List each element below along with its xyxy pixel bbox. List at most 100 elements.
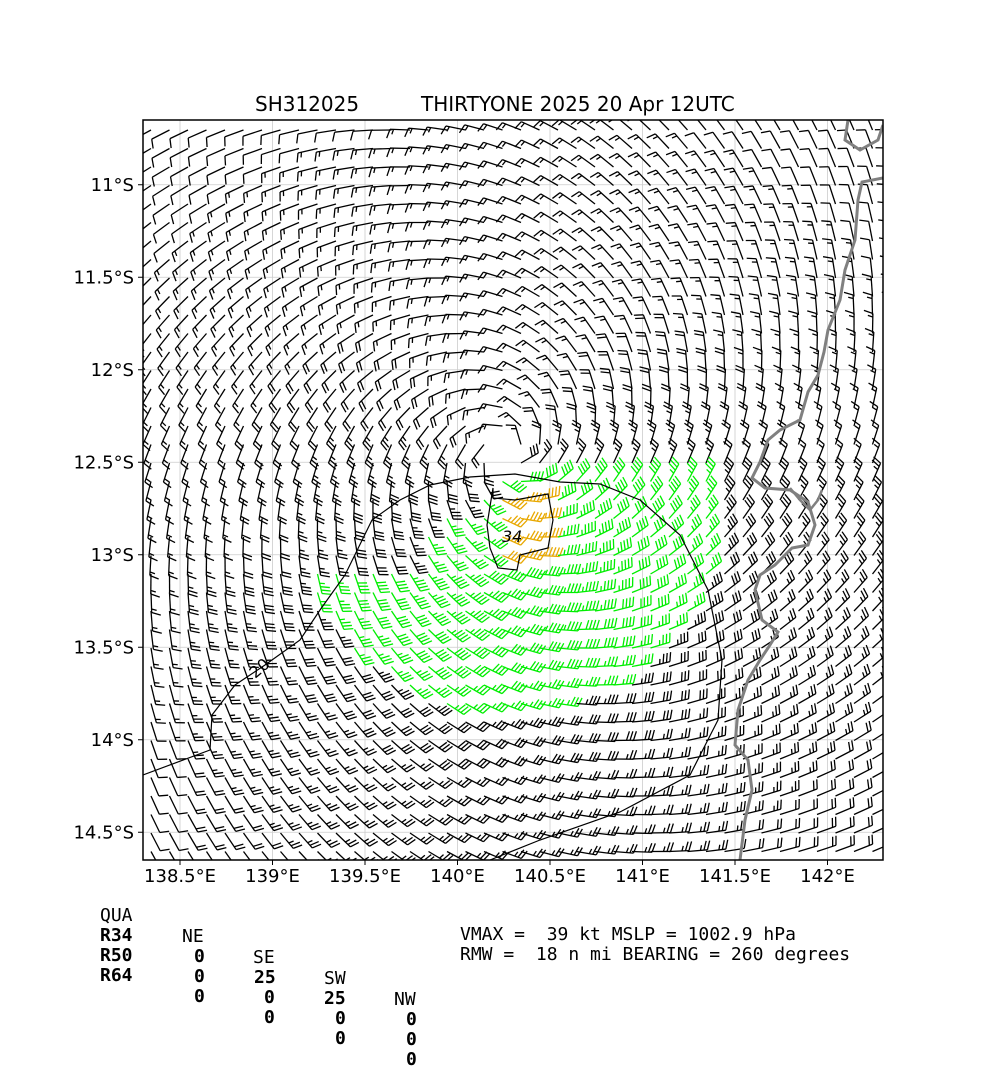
wind-barb — [208, 241, 225, 261]
wind-barb — [799, 817, 818, 833]
wind-barb — [780, 476, 790, 500]
wind-barb — [188, 741, 205, 759]
wind-barb — [336, 685, 356, 702]
wind-barb — [706, 707, 725, 722]
wind-barb — [281, 833, 303, 848]
wind-barb — [373, 667, 394, 683]
lon-tick-label: 139°E — [245, 866, 300, 887]
wind-barb — [356, 334, 373, 353]
wind-barb — [632, 576, 651, 593]
wind-barb — [836, 835, 855, 851]
wind-barb — [373, 334, 391, 352]
wind-barb — [577, 500, 595, 518]
wind-barb — [391, 334, 410, 350]
wind-barb — [466, 537, 488, 552]
wind-barb — [429, 537, 447, 555]
wind-barb — [595, 519, 613, 537]
wind-barb — [631, 261, 651, 278]
wind-barb — [854, 607, 868, 629]
wind-barb — [762, 743, 781, 759]
wind-barb — [244, 778, 264, 795]
wind-barb — [410, 371, 428, 389]
wind-barb — [305, 389, 317, 413]
wind-barb — [576, 335, 595, 352]
wind-barb — [593, 298, 613, 315]
wind-barb — [873, 664, 889, 685]
wind-barb — [429, 389, 447, 407]
wind-barb — [687, 438, 696, 463]
wind-barb — [741, 113, 761, 130]
wind-barb — [171, 186, 188, 206]
wind-barb — [632, 556, 650, 574]
wind-barb — [762, 800, 782, 815]
wind-barb — [338, 334, 355, 354]
wind-barb — [318, 278, 336, 296]
wind-barb — [873, 834, 891, 851]
wind-barb — [688, 650, 707, 667]
wind-barb — [780, 627, 796, 648]
wind-barb — [784, 239, 798, 259]
wind-barb — [891, 645, 906, 667]
wind-barb — [817, 779, 835, 796]
wind-barb — [685, 133, 706, 149]
wind-barb — [154, 241, 170, 262]
wind-barb — [210, 297, 225, 319]
wind-barb — [632, 595, 651, 611]
wind-barb — [261, 130, 281, 145]
wind-barb — [209, 278, 225, 299]
wind-barb — [392, 611, 412, 628]
wind-barb — [281, 704, 300, 722]
wind-barb — [647, 170, 669, 185]
wind-barb — [614, 497, 630, 518]
wind-barb — [817, 703, 834, 722]
wind-barb — [281, 667, 298, 685]
wind-barb — [151, 685, 165, 705]
wind-barb — [410, 648, 432, 662]
wind-barb — [780, 112, 799, 130]
wind-barb — [410, 556, 428, 574]
wind-barb — [891, 531, 902, 555]
wind-barb — [649, 224, 669, 241]
value-nw: 0 — [406, 1049, 417, 1070]
wind-barb — [718, 384, 727, 408]
wind-barb — [312, 463, 321, 488]
wind-barb — [392, 759, 415, 772]
wind-barb — [817, 112, 835, 130]
wind-barb — [688, 669, 707, 685]
wind-barb — [191, 278, 206, 300]
wind-barb — [854, 683, 870, 703]
wind-barb — [244, 630, 258, 650]
wind-barb — [207, 833, 227, 850]
wind-barb — [799, 741, 817, 759]
wind-barb — [854, 778, 872, 796]
wind-barb — [651, 515, 666, 537]
wind-barb — [891, 588, 904, 611]
wind-barb — [410, 685, 433, 699]
wind-barb — [208, 223, 225, 243]
wind-barb — [651, 278, 669, 296]
wind-barb — [189, 167, 207, 186]
wind-barb — [373, 593, 391, 611]
wind-barb — [821, 221, 835, 241]
wind-barb — [244, 722, 262, 740]
wind-barb — [891, 815, 909, 833]
lon-tick-label: 142°E — [800, 866, 855, 887]
wind-barb — [629, 225, 650, 241]
wind-barb — [688, 573, 705, 593]
wind-barb — [151, 778, 168, 796]
wind-barb — [416, 426, 428, 450]
wind-barb — [299, 223, 318, 239]
wind-barb — [225, 815, 245, 832]
wind-barb — [854, 721, 871, 741]
wind-barb — [762, 666, 780, 685]
wind-barb — [392, 741, 415, 754]
wind-barb — [873, 702, 890, 722]
wind-barb — [687, 457, 697, 482]
wind-barb — [836, 112, 854, 130]
wind-barb — [671, 278, 688, 297]
wind-barb — [609, 153, 632, 167]
wind-barb — [885, 347, 894, 371]
wind-barb — [836, 607, 851, 629]
wind-barb — [888, 401, 896, 426]
wind-barb — [610, 226, 632, 241]
